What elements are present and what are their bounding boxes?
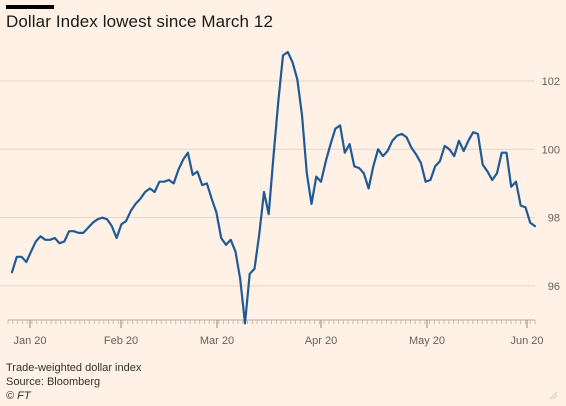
chart-note: Trade-weighted dollar index xyxy=(6,362,142,374)
series-layer xyxy=(10,50,537,325)
x-tick-label: Jun 20 xyxy=(510,335,543,347)
y-tick-label: 98 xyxy=(548,213,560,225)
chart-source: Source: Bloomberg xyxy=(6,376,101,388)
grid-lines xyxy=(0,80,535,287)
x-tick-label: Feb 20 xyxy=(104,335,138,347)
chart-title: Dollar Index lowest since March 12 xyxy=(6,12,274,31)
y-tick-label: 102 xyxy=(542,76,560,88)
x-tick-label: Mar 20 xyxy=(200,335,234,347)
x-tick-label: May 20 xyxy=(409,335,445,347)
x-tick-label: Apr 20 xyxy=(305,335,337,347)
title-accent-bar xyxy=(6,5,54,9)
chart-credit: © FT xyxy=(6,390,31,402)
series-line-dollar-index xyxy=(10,50,537,325)
x-axis-ticks: Jan 20 Feb 20 Mar 20 Apr 20 May 20 Jun 20 xyxy=(13,320,544,347)
x-tick-label: Jan 20 xyxy=(13,335,46,347)
x-axis xyxy=(7,319,536,324)
y-tick-label: 100 xyxy=(542,144,560,156)
resize-corner-icon xyxy=(549,391,558,400)
y-axis-ticks: 96 98 100 102 xyxy=(542,76,560,293)
y-tick-label: 96 xyxy=(548,281,560,293)
